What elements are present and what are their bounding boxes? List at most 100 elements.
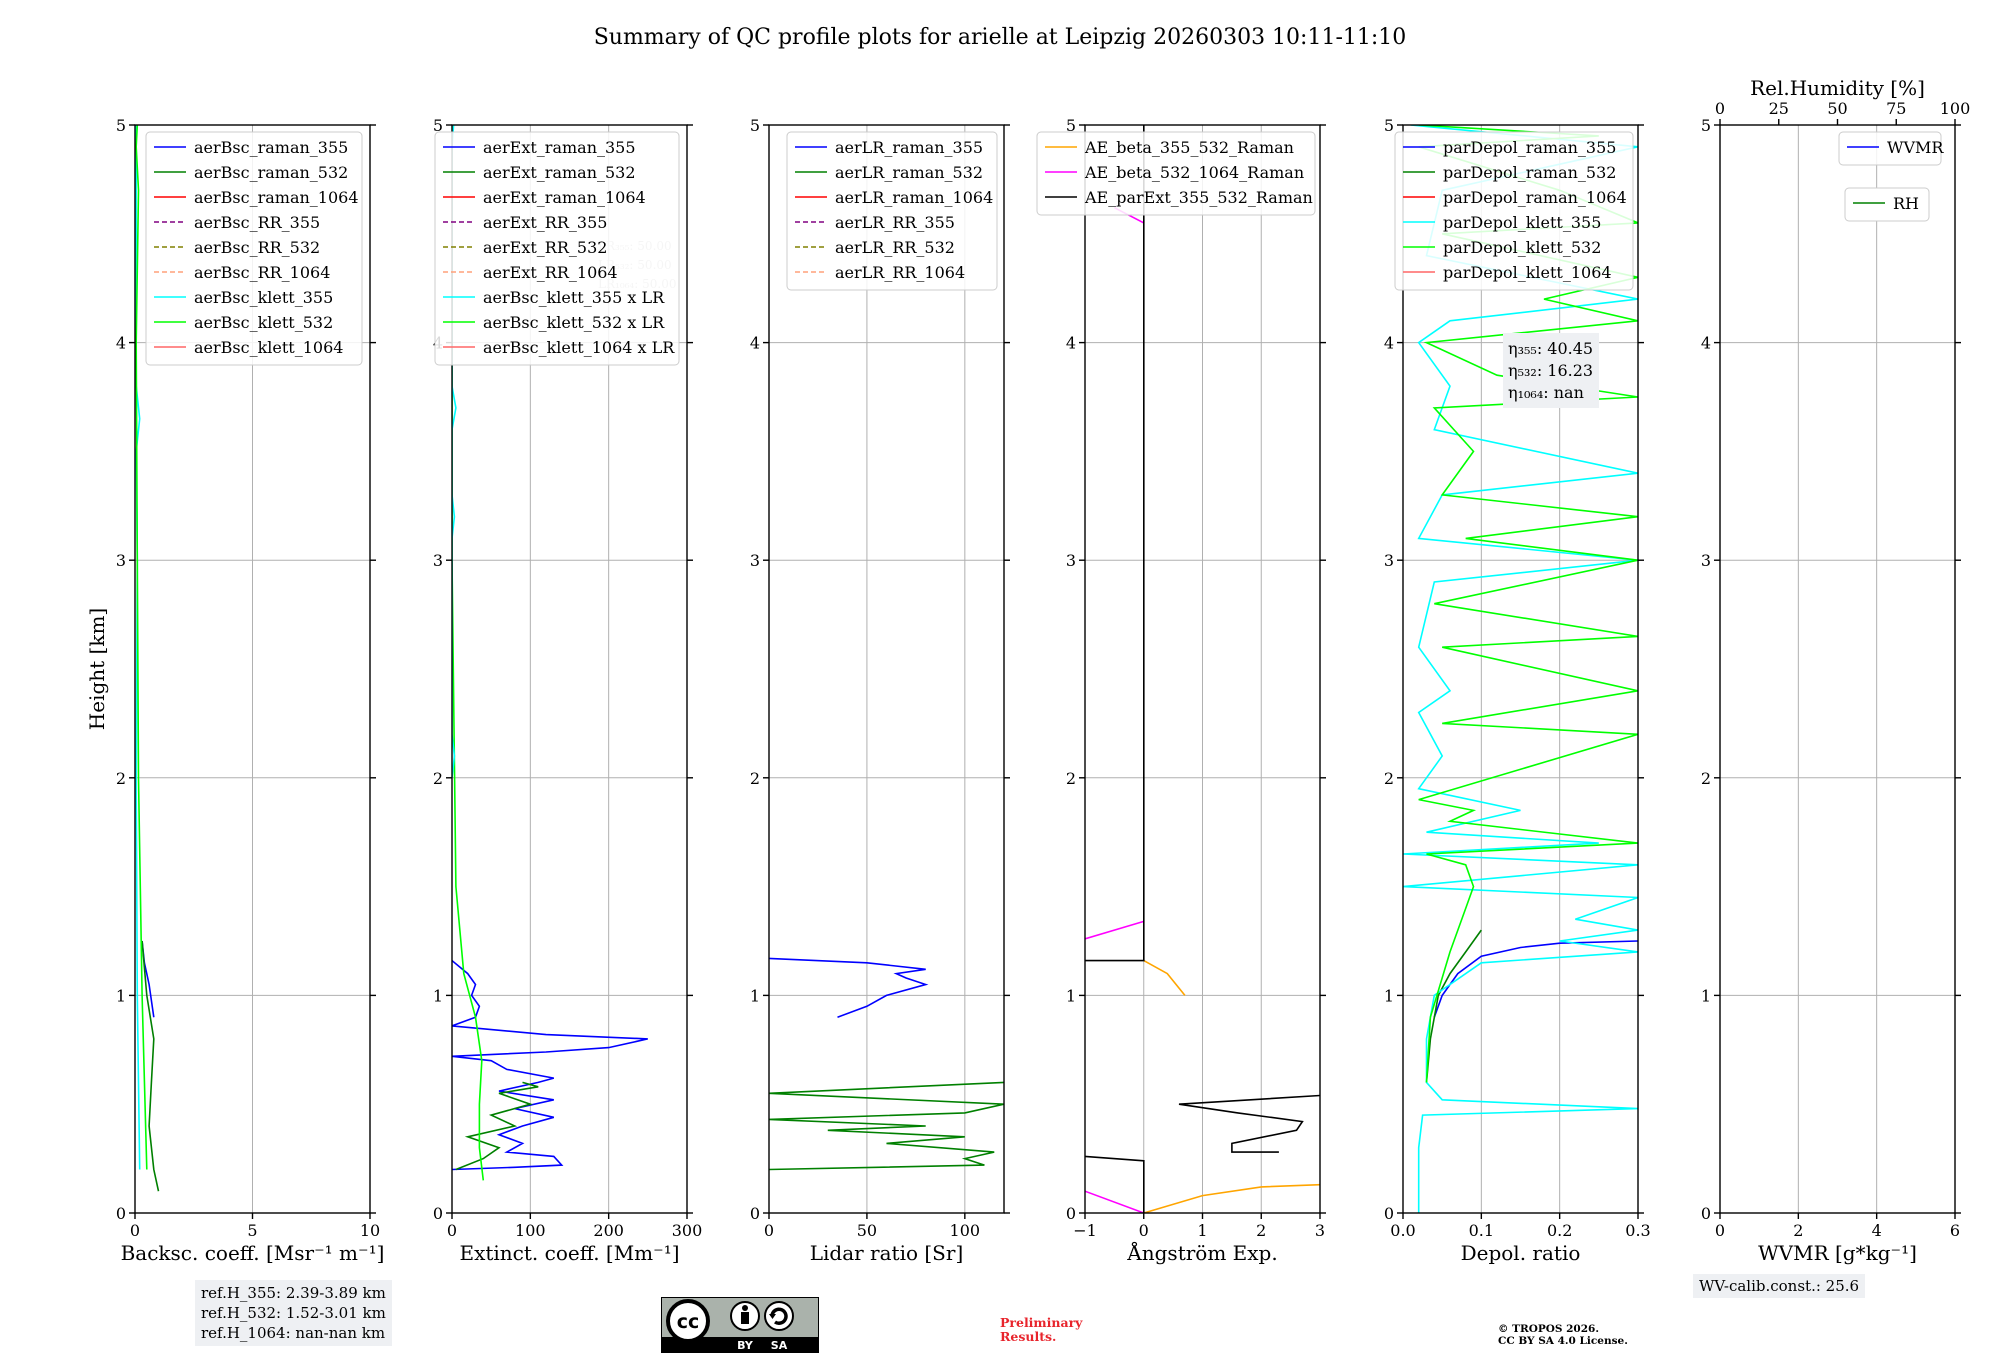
legend-ext: aerExt_raman_355 aerExt_raman_532 aerExt_r… [434, 131, 680, 366]
legend-label: aerLR_raman_1064 [835, 188, 993, 207]
y-tick-label: 2 [1066, 769, 1076, 788]
legend-label: AE_parExt_355_532_Raman [1084, 188, 1313, 207]
series-line-aerBsc-klett-355-x-LR [452, 125, 457, 778]
legend-label: parDepol_klett_355 [1443, 213, 1601, 232]
y-tick-label: 5 [1066, 116, 1076, 135]
y-tick-label: 0 [1701, 1204, 1711, 1223]
series-line-AE-beta-532-1064-Raman [1085, 1190, 1145, 1213]
legend-box [434, 131, 680, 366]
y-tick-label: 0 [116, 1204, 126, 1223]
y-tick-label: 2 [116, 769, 126, 788]
y-tick-label: 2 [1384, 769, 1394, 788]
legend-lr: aerLR_raman_355 aerLR_raman_532 aerLR_rama… [786, 131, 998, 291]
copyright-note: © TROPOS 2026. CC BY SA 4.0 License. [1498, 1323, 1628, 1347]
legend-label: aerBsc_raman_355 [194, 138, 348, 157]
axes-frame [1402, 124, 1639, 1214]
legend-label: parDepol_raman_532 [1443, 163, 1616, 182]
legend-ae: AE_beta_355_532_Raman AE_beta_532_1064_Ra… [1036, 131, 1316, 216]
y-tick-label: 5 [750, 116, 760, 135]
legend-label: aerLR_RR_355 [835, 213, 955, 232]
legend-label: aerBsc_raman_1064 [194, 188, 359, 207]
x-tick-label: 10 [360, 1221, 380, 1240]
legend-label: aerExt_raman_1064 [483, 188, 646, 207]
legend-label: aerBsc_raman_532 [194, 163, 348, 182]
legend2-label: RH [1893, 194, 1919, 213]
series-line-AE-parExt-355-532-Raman-mid- [1178, 1094, 1320, 1153]
legend-box [145, 131, 363, 366]
y-tick-label: 5 [1384, 116, 1394, 135]
series-line-AE-beta-355-532-Raman-upper- [1143, 959, 1186, 996]
y-tick-label: 1 [116, 986, 126, 1005]
legend-label: aerBsc_klett_532 x LR [483, 313, 665, 332]
y-tick-label: 1 [1384, 986, 1394, 1005]
y-tick-label: 1 [433, 986, 443, 1005]
y-tick-label: 0 [1066, 1204, 1076, 1223]
legend-label: aerBsc_klett_1064 x LR [483, 338, 675, 357]
ref-height-1064: ref.H_1064: nan-nan km [201, 1324, 386, 1342]
series-line-AE-beta-532-1064-Raman-upper- [1085, 920, 1145, 940]
legend-bsc: aerBsc_raman_355 aerBsc_raman_532 aerBsc_r… [145, 131, 363, 366]
x-tick-label: 0.0 [1390, 1221, 1415, 1240]
top-tick-label: 0 [1715, 99, 1725, 118]
x-tick-label: 0.1 [1469, 1221, 1494, 1240]
series-line-parDepol-raman-532 [1425, 929, 1482, 1083]
top-tick-label: 50 [1827, 99, 1847, 118]
x-tick-label: 3 [1315, 1221, 1325, 1240]
legend-label: aerLR_RR_1064 [835, 263, 965, 282]
y-tick-label: 2 [750, 769, 760, 788]
x-tick-label: 0 [447, 1221, 457, 1240]
copyright-line-1: © TROPOS 2026. [1498, 1323, 1600, 1335]
legend-label: aerBsc_klett_355 x LR [483, 288, 665, 307]
x-axis-label: Depol. ratio [1461, 1241, 1581, 1265]
y-tick-label: 5 [116, 116, 126, 135]
x-tick-label: 2 [1256, 1221, 1266, 1240]
series-group [135, 125, 160, 1192]
legend-label: aerLR_raman_355 [835, 138, 983, 157]
legend-label: parDepol_klett_1064 [1443, 263, 1612, 282]
x-tick-label: 100 [950, 1221, 981, 1240]
x-tick-label: 1 [1197, 1221, 1207, 1240]
x-tick-label: 4 [1872, 1221, 1882, 1240]
series-line-AE-parExt-355-532-Raman [1085, 1155, 1145, 1213]
y-tick-label: 4 [1384, 334, 1394, 353]
legend-label: AE_beta_532_1064_Raman [1084, 163, 1304, 182]
top-axis-label: Rel.Humidity [%] [1750, 76, 1925, 100]
x-tick-label: 0.2 [1547, 1221, 1572, 1240]
x-tick-label: −1 [1073, 1221, 1097, 1240]
series-line-parDepol-klett-355 [1403, 125, 1638, 1213]
top-tick-label: 75 [1886, 99, 1906, 118]
x-tick-label: 0 [1715, 1221, 1725, 1240]
y-tick-label: 5 [1701, 116, 1711, 135]
x-axis-label: Backsc. coeff. [Msr⁻¹ m⁻¹] [121, 1241, 385, 1265]
x-tick-label: 200 [593, 1221, 624, 1240]
legend-wv: WVMR RH [1838, 131, 1944, 222]
y-tick-label: 3 [1701, 551, 1711, 570]
wv-calibration-box: WV-calib.const.: 25.6 [1693, 1274, 1866, 1298]
x-axis-label: WVMR [g*kg⁻¹] [1758, 1241, 1917, 1265]
legend-label: aerBsc_klett_1064 [194, 338, 343, 357]
series-line-aerExt-raman-355 [452, 959, 648, 1171]
series-line-AE-beta-355-532-Raman [1143, 1183, 1320, 1213]
legend-label: aerBsc_RR_532 [194, 238, 320, 257]
x-tick-label: 50 [857, 1221, 877, 1240]
eta-annotation: η₁₀₆₄: nan [1508, 383, 1584, 402]
y-tick-label: 1 [750, 986, 760, 1005]
series-group [452, 125, 648, 1181]
x-tick-label: 0.3 [1625, 1221, 1650, 1240]
cc-badge-cc: cc [677, 1311, 700, 1333]
y-tick-label: 4 [750, 334, 760, 353]
y-axis-label: Height [km] [85, 608, 109, 730]
legend-label: AE_beta_355_532_Raman [1084, 138, 1294, 157]
legend-label: aerExt_RR_355 [483, 213, 607, 232]
legend-label: parDepol_raman_355 [1443, 138, 1616, 157]
copyright-line-2: CC BY SA 4.0 License. [1498, 1335, 1628, 1347]
series-line-aerLR-raman-355 [769, 957, 929, 1018]
legend-label: aerLR_RR_532 [835, 238, 955, 257]
eta-annotation: η₃₅₅: 40.45 [1508, 339, 1593, 358]
legend-label: parDepol_klett_532 [1443, 238, 1601, 257]
y-tick-label: 1 [1701, 986, 1711, 1005]
cc-by-sa-badge: cc BY SA [661, 1297, 819, 1353]
series-line-aerExt-raman-532 [455, 1081, 539, 1171]
series-line-AE-parExt-355-532-Raman-upper- [1085, 125, 1145, 962]
legend-box [1838, 131, 1942, 166]
